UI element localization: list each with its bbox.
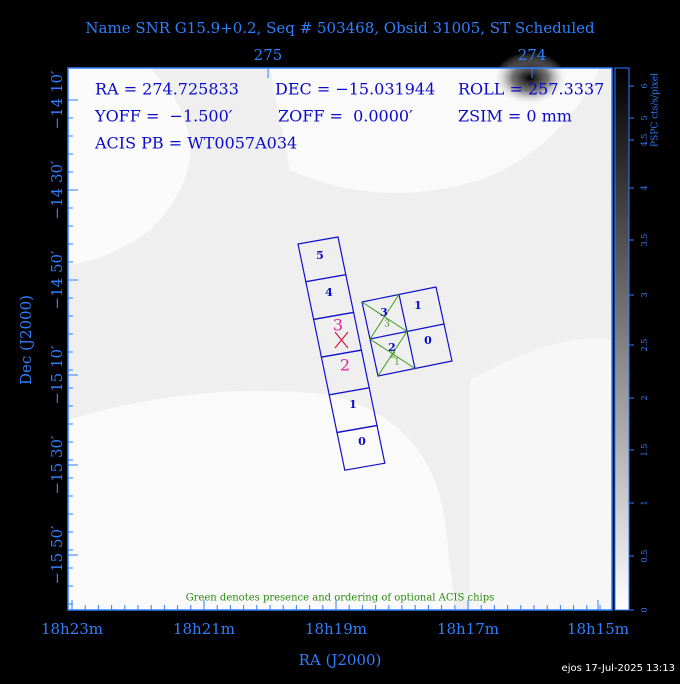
y-axis-title: Dec (J2000) xyxy=(17,295,35,385)
colorbar-tick-label: 5 xyxy=(640,115,649,120)
chip xyxy=(336,424,386,471)
top-tick-label: 274 xyxy=(518,46,547,64)
colorbar-tick-label: 4 xyxy=(640,185,649,190)
colorbar-ticks: 0 0.5 1 1.5 2 2.5 3 3.5 4 4.5 5 6 xyxy=(629,83,649,613)
acis-i-array: 3 1 2 0 3 2 1 xyxy=(361,286,453,377)
axis-ticks xyxy=(68,68,601,610)
bottom-tick-label: 18h21m xyxy=(173,620,235,638)
top-axis: 275 274 xyxy=(254,46,547,64)
chip-label: 1 xyxy=(349,398,357,411)
colorbar-tick-label: 4.5 xyxy=(640,134,649,147)
colorbar-tick-label: 1.5 xyxy=(640,444,649,457)
colorbar-tick-label: 1 xyxy=(640,500,649,505)
colorbar-tick-label: 3 xyxy=(640,292,649,297)
bottom-tick-label: 18h17m xyxy=(437,620,499,638)
left-axis: −14 10′ −14 30′ −14 50′ −15 10′ −15 30′ … xyxy=(17,70,66,585)
bottom-tick-label: 18h15m xyxy=(567,620,629,638)
left-tick-label: −14 30′ xyxy=(48,160,66,220)
info-roll: ROLL = 257.3337 xyxy=(458,80,604,99)
acis-s-array: 5 4 3 2 1 0 xyxy=(297,236,386,471)
x-axis-title: RA (J2000) xyxy=(299,651,382,669)
info-yoff: YOFF = −1.500′ xyxy=(94,107,233,126)
chip-label: 3 xyxy=(380,306,388,319)
plot-frame xyxy=(67,67,613,611)
info-zsim: ZSIM = 0 mm xyxy=(458,107,572,126)
chip-label: 0 xyxy=(358,435,366,448)
footer: ejos 17-Jul-2025 13:13 xyxy=(562,663,675,674)
bright-source xyxy=(494,52,566,104)
chip-label: 2 xyxy=(340,356,350,375)
chip-label: 1 xyxy=(414,299,422,312)
sky-region xyxy=(470,338,612,610)
chip xyxy=(361,286,453,377)
left-tick-label: −15 30′ xyxy=(48,435,66,495)
chip-label: 0 xyxy=(424,334,432,347)
colorbar-tick-label: 3.5 xyxy=(640,234,649,247)
info-dec: DEC = −15.031944 xyxy=(275,80,435,99)
colorbar-tick-label: 6 xyxy=(640,83,649,88)
info-ra: RA = 274.725833 xyxy=(95,80,239,99)
note: Green denotes presence and ordering of o… xyxy=(186,593,495,604)
optional-label: 3 xyxy=(384,320,390,330)
chip-label: 5 xyxy=(316,249,324,262)
colorbar-tick-label: 0 xyxy=(640,607,649,612)
bottom-axis: 18h23m 18h21m 18h19m 18h17m 18h15m RA (J… xyxy=(41,620,629,669)
optional-label: 2 xyxy=(390,351,396,361)
colorbar-tick-label: 2 xyxy=(640,395,649,400)
chip-label: 2 xyxy=(388,341,396,354)
colorbar-tick-label: 2.5 xyxy=(640,339,649,352)
left-tick-label: −14 50′ xyxy=(48,250,66,310)
colorbar-title: PSPC cts/s/pixel xyxy=(651,73,661,147)
top-tick-label: 275 xyxy=(254,46,283,64)
optional-chip-mark xyxy=(361,294,416,377)
aimpoint xyxy=(334,331,349,349)
info-zoff: ZOFF = 0.0000′ xyxy=(278,107,413,126)
sky-region xyxy=(68,390,455,610)
info-pb: ACIS PB = WT0057A034 xyxy=(94,134,297,153)
left-tick-label: −15 10′ xyxy=(48,345,66,405)
title: Name SNR G15.9+0.2, Seq # 503468, Obsid … xyxy=(85,19,595,37)
optional-label: 1 xyxy=(394,358,400,368)
colorbar xyxy=(614,67,630,611)
left-tick-label: −14 10′ xyxy=(48,70,66,130)
colorbar-tick-label: 0.5 xyxy=(640,550,649,563)
bottom-tick-label: 18h23m xyxy=(41,620,103,638)
sky-region xyxy=(68,68,190,265)
chip-label: 3 xyxy=(333,316,343,335)
chip-label: 4 xyxy=(325,286,333,299)
left-tick-label: −15 50′ xyxy=(48,525,66,585)
bottom-tick-label: 18h19m xyxy=(305,620,367,638)
